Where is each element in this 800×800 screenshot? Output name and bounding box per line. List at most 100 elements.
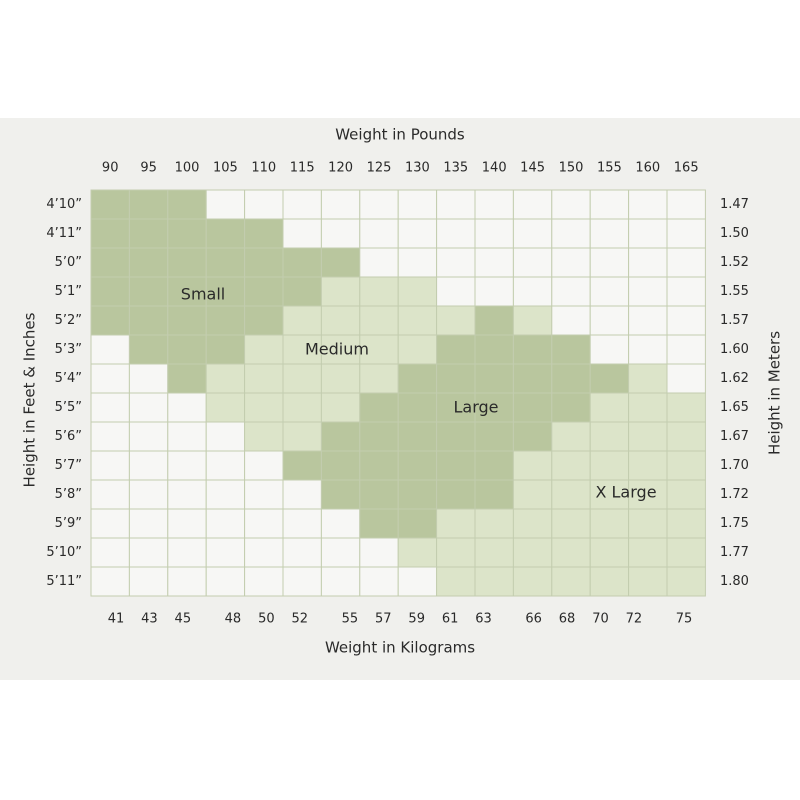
cell xyxy=(90,305,130,336)
cell xyxy=(666,479,706,510)
cell xyxy=(474,508,514,539)
right-tick-label: 1.62 xyxy=(720,371,749,386)
cell xyxy=(90,508,130,539)
left-tick-label: 5’1” xyxy=(55,284,82,299)
cell xyxy=(244,363,284,394)
cell xyxy=(628,276,668,307)
cell xyxy=(205,363,246,394)
cell xyxy=(512,508,553,539)
cell xyxy=(282,392,322,423)
cell xyxy=(205,479,246,510)
cell xyxy=(551,479,591,510)
top-tick-label: 105 xyxy=(213,161,238,176)
bottom-tick-label: 57 xyxy=(375,612,392,627)
cell xyxy=(205,276,246,307)
cell xyxy=(551,189,591,220)
cell xyxy=(589,537,630,568)
cell xyxy=(167,421,207,452)
cell xyxy=(512,537,553,568)
cell xyxy=(512,334,553,365)
cell xyxy=(551,537,591,568)
left-tick-label: 5’0” xyxy=(55,255,82,270)
top-tick-label: 110 xyxy=(251,161,276,176)
cell xyxy=(244,189,284,220)
cell xyxy=(628,363,668,394)
bottom-tick-label: 55 xyxy=(342,612,359,627)
cell xyxy=(512,392,553,423)
right-tick-label: 1.47 xyxy=(720,197,749,212)
cell xyxy=(589,189,630,220)
cell xyxy=(512,218,553,249)
cell xyxy=(397,189,438,220)
cell xyxy=(320,421,361,452)
cell xyxy=(397,305,438,336)
cell xyxy=(282,450,322,481)
left-tick-label: 4’10” xyxy=(46,197,82,212)
cell xyxy=(282,334,322,365)
cell xyxy=(244,305,284,336)
cell xyxy=(589,392,630,423)
cell xyxy=(397,276,438,307)
cell xyxy=(320,392,361,423)
cell xyxy=(90,450,130,481)
cell xyxy=(282,247,322,278)
cell xyxy=(551,508,591,539)
right-tick-label: 1.72 xyxy=(720,487,749,502)
right-tick-label: 1.57 xyxy=(720,313,749,328)
right-tick-label: 1.67 xyxy=(720,429,749,444)
cell xyxy=(167,363,207,394)
cell xyxy=(244,537,284,568)
bottom-tick-label: 61 xyxy=(442,612,459,627)
cell xyxy=(167,450,207,481)
cell xyxy=(436,537,476,568)
bottom-tick-label: 75 xyxy=(676,612,693,627)
cell xyxy=(589,450,630,481)
cell xyxy=(282,421,322,452)
cell xyxy=(359,537,399,568)
bottom-tick-label: 41 xyxy=(108,612,125,627)
cell xyxy=(90,392,130,423)
left-tick-label: 5’8” xyxy=(55,487,82,502)
top-tick-label: 160 xyxy=(635,161,660,176)
cell xyxy=(205,305,246,336)
cell xyxy=(205,566,246,597)
cell xyxy=(320,508,361,539)
bottom-tick-label: 70 xyxy=(592,612,609,627)
cell xyxy=(128,363,169,394)
cell xyxy=(282,508,322,539)
bottom-tick-label: 50 xyxy=(258,612,275,627)
cell xyxy=(666,247,706,278)
cell xyxy=(512,363,553,394)
cell xyxy=(436,305,476,336)
cell xyxy=(589,508,630,539)
cell xyxy=(666,218,706,249)
cell xyxy=(436,450,476,481)
cell xyxy=(474,421,514,452)
cell xyxy=(589,334,630,365)
cell xyxy=(436,189,476,220)
cell xyxy=(167,566,207,597)
cell xyxy=(397,537,438,568)
bottom-tick-label: 52 xyxy=(291,612,308,627)
right-tick-label: 1.77 xyxy=(720,545,749,560)
cell xyxy=(512,450,553,481)
cell xyxy=(128,334,169,365)
cell xyxy=(551,305,591,336)
cell xyxy=(666,305,706,336)
cell xyxy=(205,247,246,278)
cell xyxy=(167,247,207,278)
cell xyxy=(90,218,130,249)
cell xyxy=(128,450,169,481)
cell xyxy=(244,276,284,307)
cell xyxy=(628,450,668,481)
cell xyxy=(628,247,668,278)
cell xyxy=(551,276,591,307)
top-tick-label: 125 xyxy=(367,161,392,176)
left-tick-label: 5’2” xyxy=(55,313,82,328)
bottom-tick-label: 63 xyxy=(475,612,492,627)
left-axis-title: Height in Feet & Inches xyxy=(21,312,39,487)
bottom-tick-label: 45 xyxy=(175,612,192,627)
cell xyxy=(205,421,246,452)
bottom-tick-label: 66 xyxy=(525,612,542,627)
cell xyxy=(320,218,361,249)
